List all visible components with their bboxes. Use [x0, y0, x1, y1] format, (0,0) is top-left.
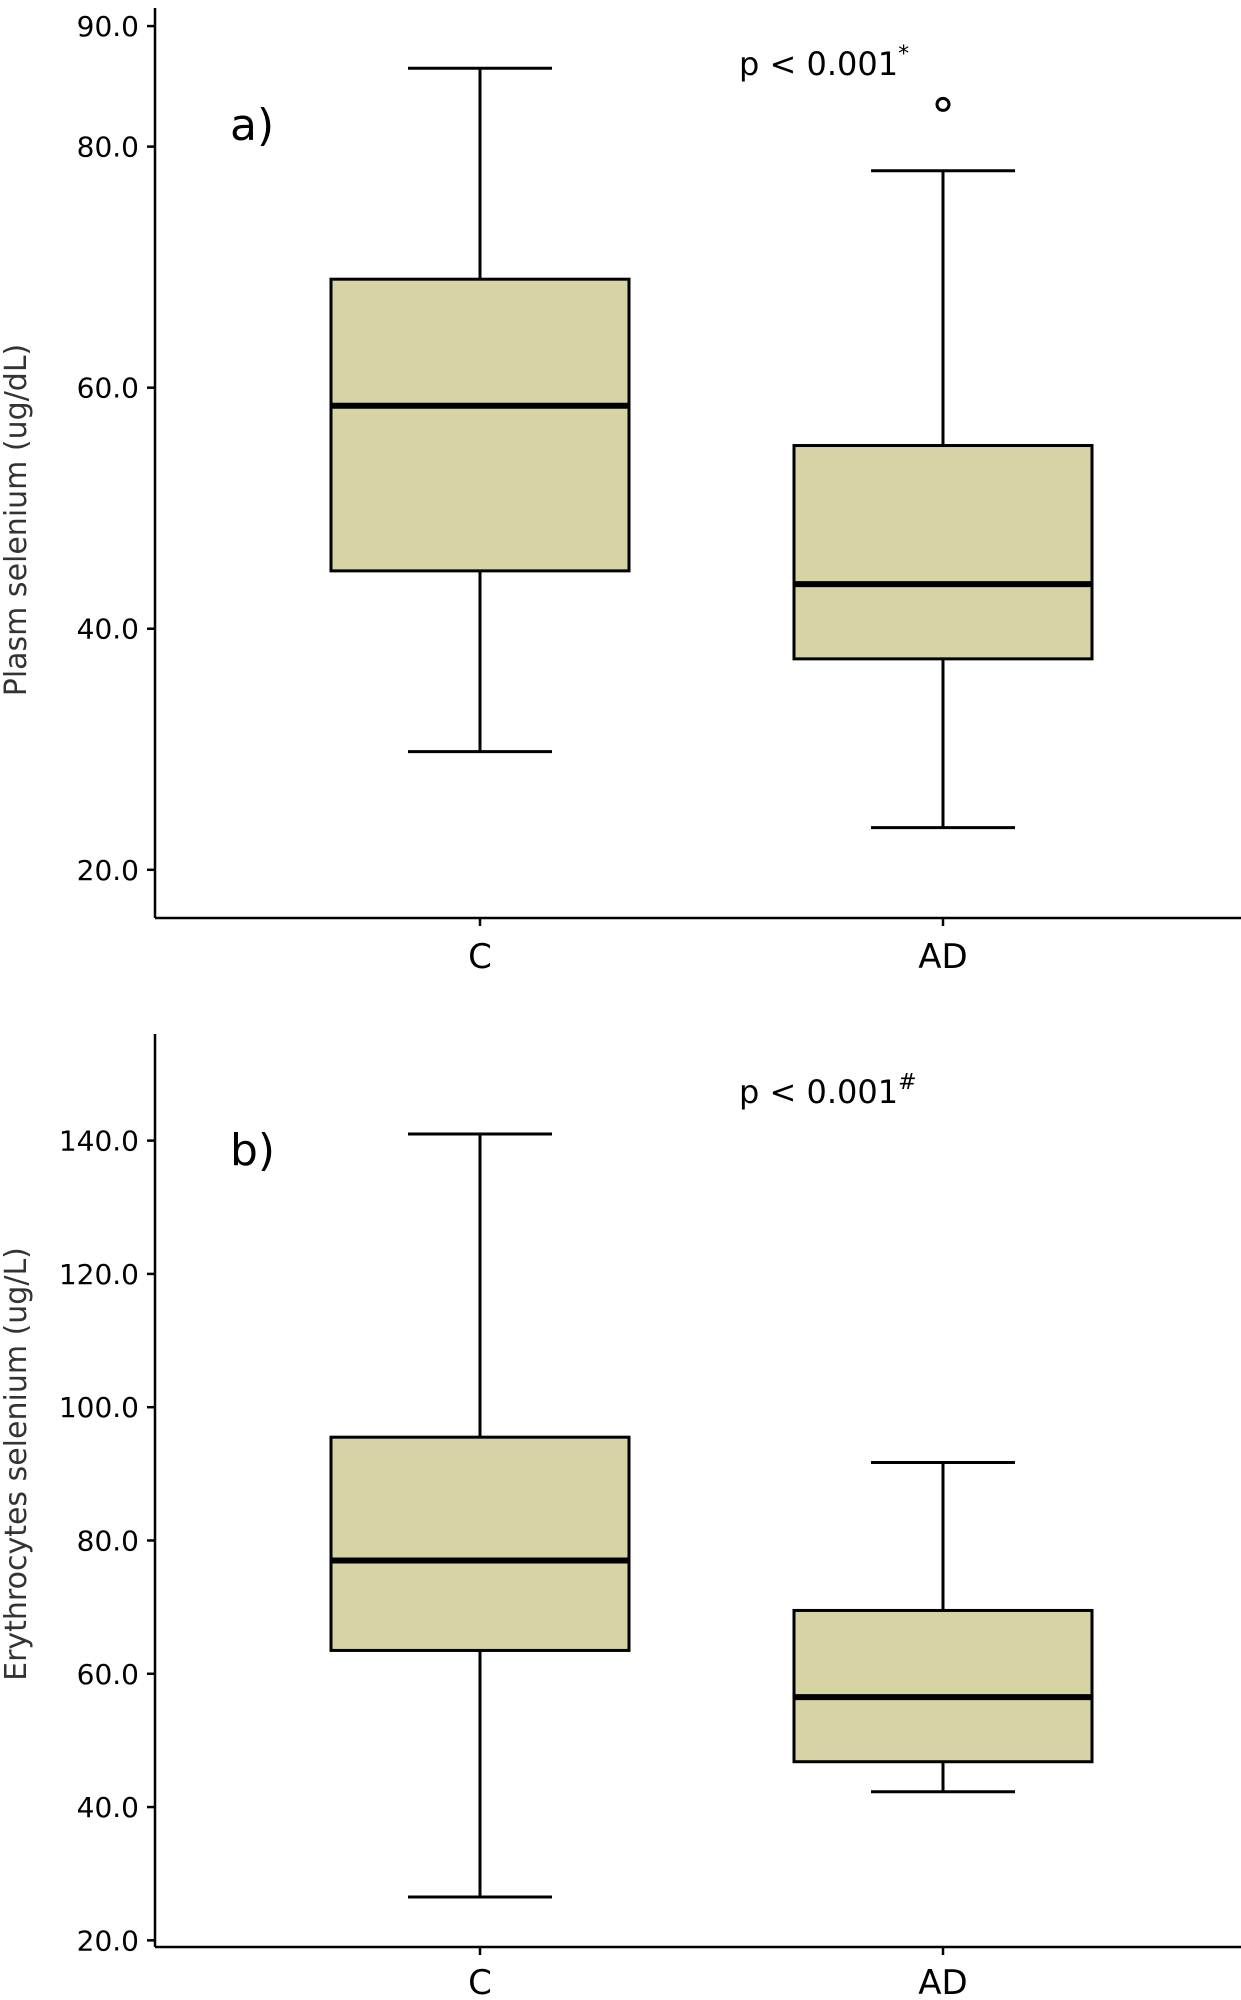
- iqr-box: [329, 277, 631, 573]
- panel-a-y-tick-label: 60.0: [77, 372, 139, 405]
- panel-a-p-text: p < 0.001: [739, 45, 898, 83]
- panel-b-y-tick-label: 80.0: [77, 1524, 139, 1557]
- outlier-point: [935, 96, 951, 112]
- panel-b-y-tick-label: 140.0: [59, 1125, 139, 1158]
- panel-b-plot: 20.0 40.0 60.0 80.0 100.0 120.0 140.0: [59, 1034, 1241, 1957]
- panel-b-box-ad: [792, 1461, 1094, 1794]
- panel-a-x-tick-label-c: C: [468, 937, 492, 977]
- panel-b-label: b): [230, 1125, 275, 1176]
- panel-a-y-tick-label: 80.0: [77, 131, 139, 164]
- panel-b-x-tick-label-c: C: [468, 1963, 492, 2000]
- iqr-box: [329, 1435, 631, 1652]
- panel-b-y-tick-label: 100.0: [59, 1391, 139, 1424]
- panel-b-p-text: p < 0.001: [739, 1073, 898, 1111]
- panel-b-y-tick-label: 120.0: [59, 1258, 139, 1291]
- panel-a-y-tick-label: 40.0: [77, 613, 139, 646]
- panel-a-y-tick-label: 90.0: [77, 10, 139, 43]
- iqr-box: [792, 1608, 1094, 1764]
- panel-b-box-c: [329, 1132, 631, 1899]
- panel-a-p-superscript: *: [898, 42, 909, 67]
- panel-a-plot: 20.0 40.0 60.0 80.0 90.0: [77, 8, 1241, 926]
- panel-b-y-axis-label: Erythrocytes selenium (ug/L): [0, 1247, 34, 1681]
- panel-b-p-superscript: #: [898, 1070, 916, 1095]
- panel-a-p-value: p < 0.001*: [739, 42, 909, 83]
- panel-b-p-value: p < 0.001#: [739, 1070, 917, 1111]
- panel-a-label: a): [230, 100, 274, 151]
- panel-a-x-tick-label-ad: AD: [918, 937, 967, 977]
- panel-a-y-tick-label: 20.0: [77, 854, 139, 887]
- panel-a: 20.0 40.0 60.0 80.0 90.0 a) p < 0.001* Plasm…: [0, 8, 1241, 977]
- panel-b-y-tick-label: 60.0: [77, 1658, 139, 1691]
- panel-a-box-c: [329, 66, 631, 754]
- panel-a-box-ad: [792, 96, 1094, 830]
- panel-a-y-axis-label: Plasm selenium (ug/dL): [0, 344, 34, 697]
- panel-b: 20.0 40.0 60.0 80.0 100.0 120.0 140.0 b) p < 0…: [0, 1034, 1241, 2000]
- panel-b-x-tick-label-ad: AD: [918, 1963, 967, 2000]
- panel-b-y-tick-label: 40.0: [77, 1791, 139, 1824]
- iqr-box: [792, 444, 1094, 661]
- panel-b-y-tick-label: 20.0: [77, 1924, 139, 1957]
